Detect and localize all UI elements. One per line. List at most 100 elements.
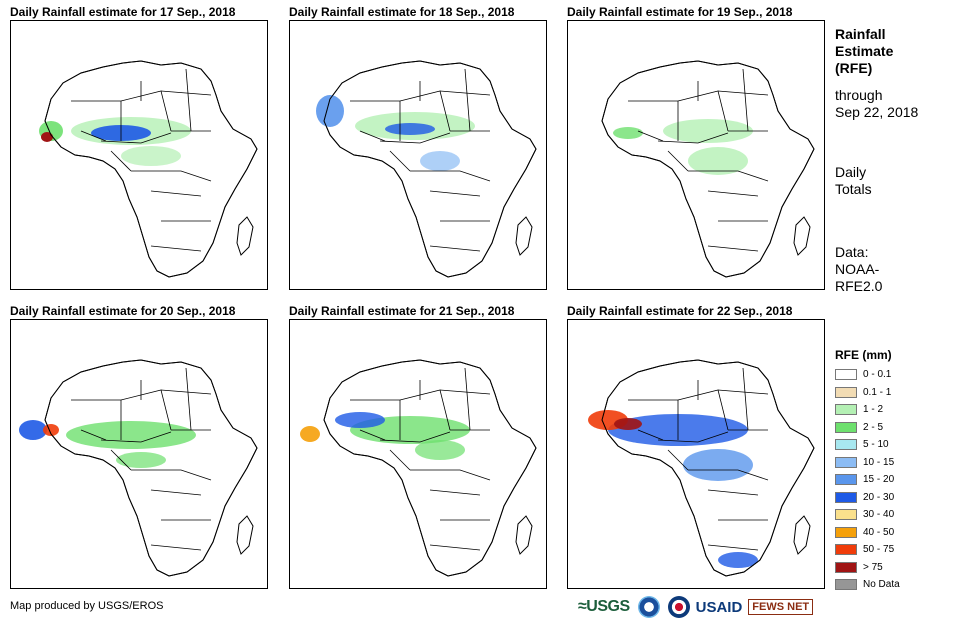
- legend-swatch: [835, 386, 857, 398]
- legend-label: 30 - 40: [863, 509, 895, 521]
- country-border: [185, 68, 192, 132]
- country-border: [742, 367, 749, 431]
- country-border: [110, 449, 132, 471]
- country-border: [150, 245, 202, 252]
- legend-swatch: [835, 491, 857, 503]
- coastline: [44, 60, 258, 278]
- madagascar-outline: [793, 216, 811, 256]
- country-border: [185, 367, 192, 431]
- rainfall-area: [614, 418, 642, 430]
- country-border: [429, 245, 481, 252]
- panel-title-4: Daily Rainfall estimate for 20 Sep., 201…: [10, 304, 236, 318]
- legend-label: 50 - 75: [863, 544, 895, 556]
- panel-title-5: Daily Rainfall estimate for 21 Sep., 201…: [289, 304, 515, 318]
- country-border: [657, 132, 729, 144]
- legend-item: 0 - 0.1: [835, 366, 945, 384]
- country-border: [379, 132, 451, 144]
- legend-item: 20 - 30: [835, 489, 945, 507]
- rainfall-area: [613, 127, 643, 139]
- legend-swatch: [835, 421, 857, 433]
- legend-item: 30 - 40: [835, 506, 945, 524]
- rainfall-area: [415, 440, 465, 460]
- map-panel-1: [10, 20, 268, 290]
- noaa-logo-icon: [637, 596, 660, 618]
- country-border: [717, 389, 769, 395]
- africa-map: [588, 359, 815, 577]
- coastline: [44, 359, 258, 577]
- country-border: [100, 132, 172, 144]
- country-border: [667, 449, 689, 471]
- legend-item: 40 - 50: [835, 524, 945, 542]
- africa-map: [316, 60, 537, 278]
- country-border: [389, 449, 411, 471]
- legend-label: 1 - 2: [863, 404, 884, 416]
- usaid-seal-icon: [667, 596, 690, 618]
- legend-item: 15 - 20: [835, 471, 945, 489]
- legend-swatch: [835, 526, 857, 538]
- rainfall-area: [19, 420, 47, 440]
- legend-label: 0.1 - 1: [863, 386, 892, 398]
- legend-swatch: [835, 561, 857, 573]
- country-border: [464, 367, 471, 431]
- country-border: [637, 130, 664, 142]
- madagascar-outline: [236, 216, 254, 256]
- country-border: [80, 130, 107, 142]
- sidebar-title: Rainfall Estimate (RFE): [835, 26, 894, 76]
- country-border: [110, 150, 132, 172]
- legend-swatch: [835, 404, 857, 416]
- rainfall-area: [43, 424, 59, 436]
- africa-map: [601, 60, 815, 278]
- country-border: [464, 68, 471, 132]
- credit-text: Map produced by USGS/EROS: [10, 600, 164, 612]
- legend-swatch: [835, 369, 857, 381]
- panel-title-6: Daily Rainfall estimate for 22 Sep., 201…: [567, 304, 793, 318]
- legend-swatch: [835, 456, 857, 468]
- rainfall-area: [300, 426, 320, 442]
- map-panel-2: [289, 20, 547, 290]
- coastline: [601, 60, 815, 278]
- country-border: [742, 68, 749, 132]
- legend-item: > 75: [835, 559, 945, 577]
- madagascar-outline: [515, 216, 533, 256]
- legend-label: 15 - 20: [863, 474, 895, 486]
- rainfall-area: [688, 147, 748, 175]
- country-border: [439, 90, 491, 96]
- rainfall-area: [385, 123, 435, 135]
- country-border: [688, 170, 769, 182]
- country-border: [389, 150, 411, 172]
- logo-strip: ≈USGS USAID FEWS NET: [578, 594, 814, 620]
- legend-item: 50 - 75: [835, 541, 945, 559]
- fews-net-logo: FEWS NET: [748, 599, 814, 615]
- country-border: [429, 190, 481, 197]
- rainfall-area: [41, 132, 53, 142]
- country-border: [707, 190, 759, 197]
- sidebar-through: through Sep 22, 2018: [835, 87, 919, 120]
- map-panel-4: [10, 319, 268, 589]
- rainfall-area: [316, 95, 344, 127]
- legend-label: No Data: [863, 579, 900, 591]
- legend-item: 0.1 - 1: [835, 384, 945, 402]
- map-panel-6: [567, 319, 825, 589]
- africa-map: [19, 359, 258, 577]
- rainfall-area: [66, 421, 196, 449]
- legend-label: 40 - 50: [863, 526, 895, 538]
- country-border: [707, 544, 759, 551]
- country-border: [717, 90, 769, 96]
- country-border: [150, 190, 202, 197]
- coastline: [601, 359, 815, 577]
- madagascar-outline: [515, 515, 533, 555]
- country-border: [707, 489, 759, 496]
- legend-item: 5 - 10: [835, 436, 945, 454]
- sidebar-totals: Daily Totals: [835, 164, 872, 197]
- legend-swatch: [835, 439, 857, 451]
- africa-map: [300, 359, 537, 577]
- coastline: [323, 60, 537, 278]
- country-border: [439, 389, 491, 395]
- country-border: [688, 469, 769, 481]
- usgs-logo: ≈USGS: [578, 598, 630, 615]
- rainfall-area: [121, 146, 181, 166]
- country-border: [429, 544, 481, 551]
- legend-item: 2 - 5: [835, 419, 945, 437]
- legend-label: > 75: [863, 561, 883, 573]
- legend-swatch: [835, 579, 857, 591]
